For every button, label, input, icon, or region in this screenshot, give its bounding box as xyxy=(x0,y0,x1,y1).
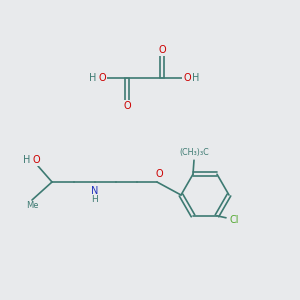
Text: O: O xyxy=(32,155,40,165)
Text: O: O xyxy=(98,73,106,83)
Text: O: O xyxy=(155,169,163,179)
Text: Me: Me xyxy=(26,202,38,211)
Text: O: O xyxy=(123,101,131,111)
Text: H: H xyxy=(92,194,98,203)
Text: H: H xyxy=(23,155,31,165)
Text: (CH₃)₃C: (CH₃)₃C xyxy=(179,148,209,157)
Text: Cl: Cl xyxy=(229,215,239,225)
Text: H: H xyxy=(89,73,97,83)
Text: O: O xyxy=(158,45,166,55)
Text: H: H xyxy=(192,73,200,83)
Text: N: N xyxy=(91,186,99,196)
Text: O: O xyxy=(183,73,191,83)
